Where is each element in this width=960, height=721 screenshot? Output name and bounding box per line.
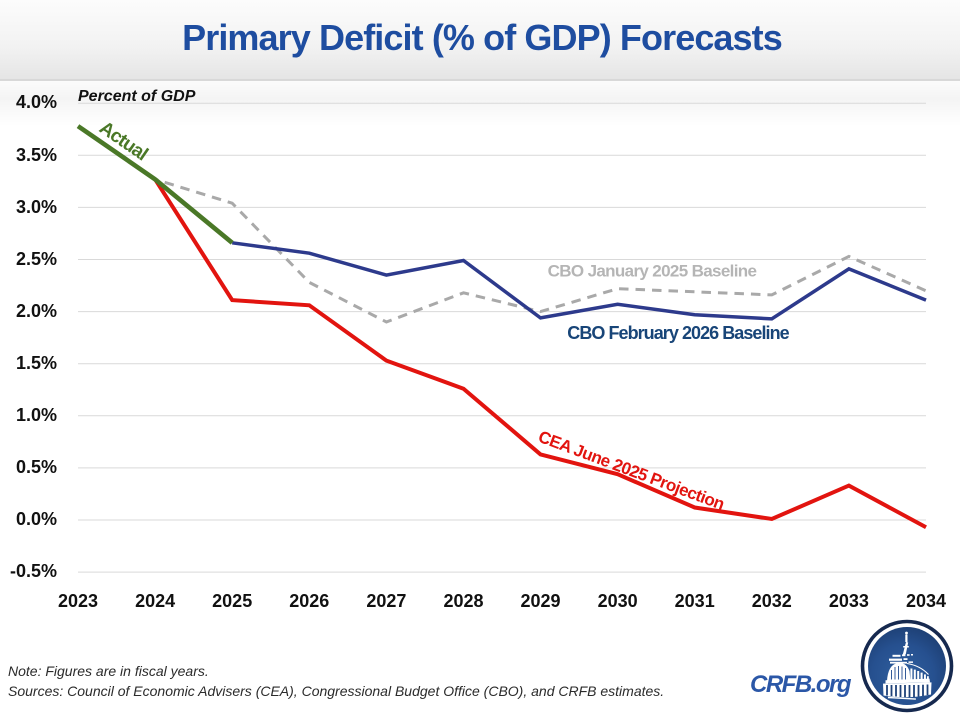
svg-text:CBO January 2025 Baseline: CBO January 2025 Baseline — [548, 262, 757, 281]
svg-text:CBO February 2026 Baseline: CBO February 2026 Baseline — [567, 323, 789, 343]
svg-text:CEA June 2025 Projection: CEA June 2025 Projection — [536, 427, 727, 514]
